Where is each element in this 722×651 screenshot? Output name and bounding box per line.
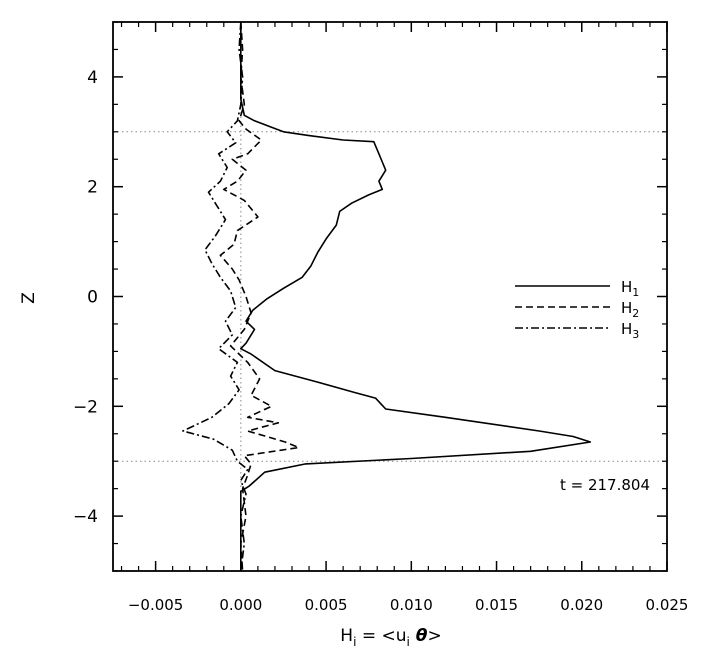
xlabel-sub-i-2: i — [407, 635, 410, 649]
x-tick-label: 0.005 — [305, 596, 348, 614]
xlabel-base: H — [340, 626, 353, 646]
xlabel-theta: θ — [410, 626, 428, 646]
x-tick-label: 0.000 — [219, 596, 262, 614]
x-tick-label: −0.005 — [128, 596, 184, 614]
series-line-h1 — [240, 22, 592, 571]
y-tick-label: −2 — [73, 397, 98, 417]
series-layer — [182, 21, 592, 572]
y-tick-label: −4 — [73, 507, 98, 527]
x-tick-label: 0.010 — [390, 596, 433, 614]
xlabel-end: > — [427, 626, 441, 646]
x-tick-label: 0.015 — [475, 596, 518, 614]
y-tick-label: 4 — [87, 68, 98, 88]
y-tick-label: 2 — [87, 178, 98, 198]
series-line-h2 — [219, 21, 300, 572]
y-tick-label: 0 — [87, 288, 98, 308]
xlabel-sub-i: i — [353, 635, 356, 649]
legend-label: H2 — [621, 299, 639, 320]
time-annotation: t = 217.804 — [560, 476, 650, 494]
xlabel-mid: = <u — [356, 626, 406, 646]
x-tick-label: 0.025 — [646, 596, 689, 614]
axis-ticks: −0.005 0.000 0.005 0.010 0.015 0.020 0.025 −4 −2… — [73, 21, 689, 614]
x-tick-label: 0.020 — [560, 596, 603, 614]
legend-label: H3 — [621, 320, 639, 341]
y-axis-label: Z — [19, 292, 39, 304]
series-line-h3 — [182, 21, 249, 572]
x-axis-label: Hi = <ui θ> — [340, 626, 441, 649]
legend-label: H1 — [621, 278, 639, 299]
